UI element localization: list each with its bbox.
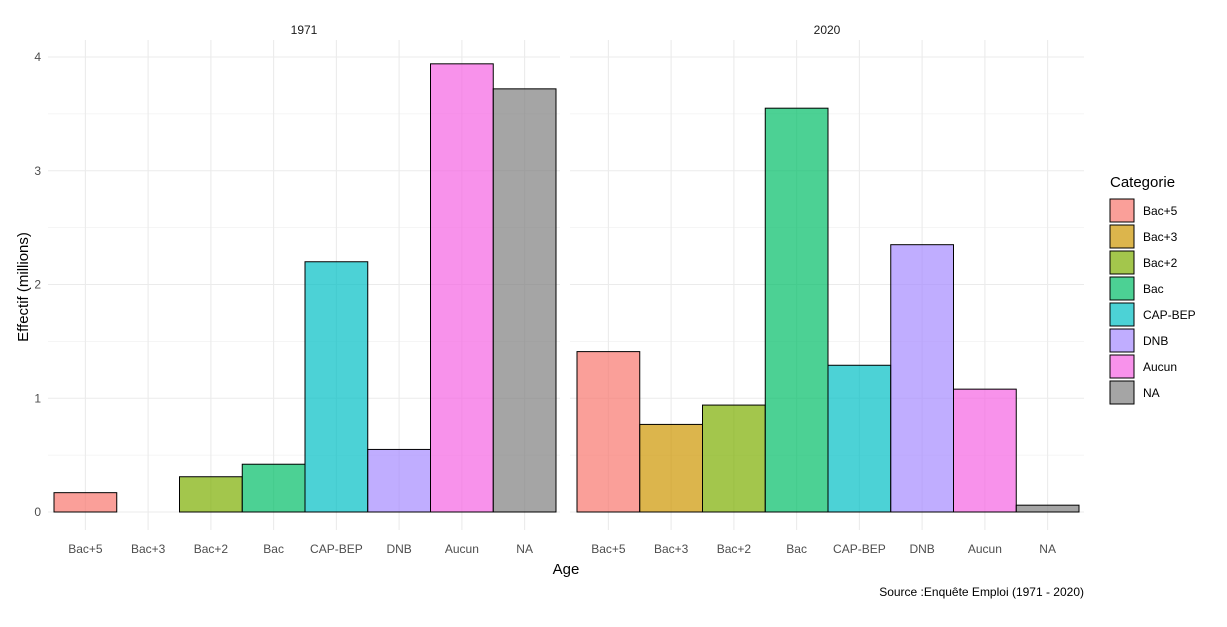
bar-2020-Bac — [764, 107, 829, 513]
y-tick-label: 4 — [34, 50, 41, 64]
x-tick-label: Bac+2 — [717, 542, 752, 556]
x-tick-label: Bac — [263, 542, 284, 556]
panel-2020: 2020 Bac+5 Bac+3 Bac+2 Bac CAP-BEP DNB Aucun NA — [570, 23, 1084, 556]
y-axis-title: Effectif (millions) — [15, 232, 32, 342]
legend-label: Bac — [1143, 282, 1164, 296]
legend-item: Bac+3 — [1109, 224, 1178, 249]
bar-2020-Aucun — [953, 388, 1017, 513]
caption: Source :Enquête Emploi (1971 - 2020) — [879, 585, 1084, 599]
legend-item: NA — [1109, 380, 1160, 405]
legend-item: Bac — [1109, 276, 1164, 301]
bar-2020-Bac+2 — [702, 404, 766, 513]
bar-1971-Bac — [241, 463, 306, 513]
facet-label: 1971 — [291, 23, 318, 37]
legend-swatch — [1109, 328, 1135, 353]
x-tick-label: NA — [1039, 542, 1056, 556]
x-tick-label: Bac+5 — [591, 542, 626, 556]
legend-item: Aucun — [1109, 354, 1177, 379]
bar-1971-Bac+2 — [179, 476, 243, 513]
bar-2020-DNB — [890, 244, 954, 513]
panel-1971: 1971 Bac+5 Bac+3 Bac+2 Bac CAP-BEP DNB Aucun NA — [48, 23, 560, 556]
x-tick-label: Bac+2 — [194, 542, 229, 556]
x-tick-label: Aucun — [968, 542, 1002, 556]
x-tick-label: CAP-BEP — [833, 542, 886, 556]
legend-label: Bac+5 — [1143, 204, 1178, 218]
legend-swatch — [1109, 354, 1135, 379]
legend-swatch — [1109, 224, 1135, 249]
y-tick-label: 1 — [34, 391, 41, 405]
x-tick-label: Bac+3 — [131, 542, 166, 556]
legend-swatch — [1109, 302, 1135, 327]
bar-1971-NA — [492, 88, 557, 513]
x-tick-label: DNB — [909, 542, 934, 556]
legend-swatch — [1109, 198, 1135, 223]
legend: Categorie Bac+5 Bac+3 Bac+2 Bac CAP-BEP DNB Au… — [1109, 174, 1196, 405]
legend-item: Bac+2 — [1109, 250, 1178, 275]
x-tick-label: Bac+5 — [68, 542, 103, 556]
facet-label: 2020 — [814, 23, 841, 37]
x-tick-label: CAP-BEP — [310, 542, 363, 556]
legend-item: CAP-BEP — [1109, 302, 1196, 327]
y-tick-label: 3 — [34, 164, 41, 178]
bar-1971-Aucun — [430, 63, 494, 513]
bar-2020-Bac+3 — [639, 423, 703, 513]
bar-1971-DNB — [367, 448, 431, 513]
legend-item: Bac+5 — [1109, 198, 1178, 223]
legend-label: Bac+2 — [1143, 256, 1178, 270]
bar-1971-Bac+5 — [53, 492, 118, 513]
legend-title: Categorie — [1110, 174, 1175, 191]
legend-swatch — [1109, 380, 1135, 405]
bar-2020-Bac+5 — [576, 351, 641, 513]
y-tick-label: 2 — [34, 278, 41, 292]
x-tick-label: DNB — [386, 542, 411, 556]
x-tick-label: Bac+3 — [654, 542, 689, 556]
x-tick-label: NA — [516, 542, 533, 556]
bar-2020-NA — [1015, 504, 1080, 513]
bar-2020-CAP-BEP — [827, 364, 892, 513]
y-tick-label: 0 — [34, 505, 41, 519]
legend-label: Aucun — [1143, 360, 1177, 374]
x-tick-label: Bac — [786, 542, 807, 556]
x-axis-title: Age — [553, 561, 580, 578]
bar-1971-CAP-BEP — [304, 261, 369, 513]
legend-label: CAP-BEP — [1143, 308, 1196, 322]
legend-swatch — [1109, 250, 1135, 275]
legend-label: Bac+3 — [1143, 230, 1178, 244]
legend-item: DNB — [1109, 328, 1168, 353]
legend-swatch — [1109, 276, 1135, 301]
legend-label: NA — [1143, 386, 1160, 400]
x-tick-label: Aucun — [445, 542, 479, 556]
legend-label: DNB — [1143, 334, 1168, 348]
